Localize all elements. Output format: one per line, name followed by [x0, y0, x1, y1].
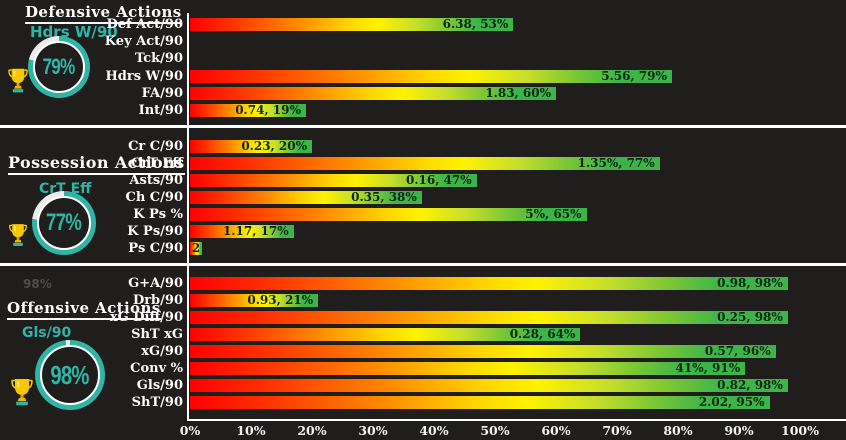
x-axis-tick: 70%	[602, 423, 632, 438]
metric-label: G+A/90	[128, 276, 183, 291]
percentile-bar: 6.38, 53%	[190, 18, 514, 31]
bar-value-label: 41%, 91%	[675, 362, 741, 375]
bar-value-label: 1.83, 60%	[485, 87, 551, 100]
x-axis-tick: 60%	[541, 423, 571, 438]
gauge-percent-text: 98%	[50, 359, 90, 390]
metric-label: Gls/90	[136, 378, 183, 393]
percentile-bar: 2.02, 95%	[190, 396, 770, 409]
metric-label: Drb/90	[132, 293, 183, 308]
metric-label: Ch C/90	[125, 190, 183, 205]
bar-value-label: 5%, 65%	[525, 208, 582, 221]
bar-value-label: 2	[191, 242, 201, 255]
bar-value-label: 0.16, 47%	[406, 174, 472, 187]
metric-label: xG/90	[141, 344, 183, 359]
percentile-gauge: 79%	[28, 36, 90, 98]
x-axis-tick: 100%	[781, 423, 819, 438]
metric-label: Cr C/90	[128, 139, 183, 154]
percentile-bar: 0.28, 64%	[190, 328, 581, 341]
section-divider	[0, 125, 846, 128]
x-axis-line	[187, 419, 846, 421]
bar-value-label: 0.23, 20%	[241, 140, 307, 153]
percentile-bar: 0.74, 19%	[190, 104, 306, 117]
metric-label: FA/90	[141, 86, 183, 101]
metric-label: Def Act/90	[106, 17, 183, 32]
gauge-percent-text: 79%	[42, 54, 76, 79]
x-axis-tick: 90%	[724, 423, 754, 438]
x-axis-tick: 0%	[179, 423, 201, 438]
x-axis-tick: 80%	[663, 423, 693, 438]
bar-value-label: 0.57, 96%	[704, 345, 771, 358]
bar-value-label: 0.25, 98%	[717, 311, 783, 324]
percentile-bar: 0.16, 47%	[190, 174, 477, 187]
metric-label: Asts/90	[129, 173, 183, 188]
gauge-center: 98%	[40, 345, 100, 405]
bar-value-label: 1.35%, 77%	[577, 157, 655, 170]
y-axis-line	[187, 13, 189, 420]
metric-label: Conv %	[130, 361, 183, 376]
bar-value-label: 6.38, 53%	[442, 18, 509, 31]
percentile-bar: 5.56, 79%	[190, 70, 672, 83]
metric-label: Key Act/90	[104, 34, 183, 49]
x-axis-tick: 10%	[236, 423, 266, 438]
best-metric-label: Gls/90	[22, 325, 72, 341]
trophy-icon	[8, 68, 28, 93]
gauge-center: 77%	[37, 196, 91, 250]
bar-value-label: 2.02, 95%	[698, 396, 765, 409]
trophy-icon	[8, 224, 28, 246]
percentile-bar: 0.57, 96%	[190, 345, 776, 358]
percentile-bar: 1.17, 17%	[190, 225, 294, 238]
percentile-gauge: 98%	[35, 340, 105, 410]
section-divider	[0, 263, 846, 266]
section-title-possession: Possession Actions	[8, 153, 185, 175]
bar-value-label: 0.82, 98%	[717, 379, 783, 392]
metric-label: Tck/90	[135, 51, 183, 66]
trophy-icon	[11, 379, 33, 406]
bar-value-label: 0.35, 38%	[351, 191, 417, 204]
x-axis-tick: 30%	[358, 423, 388, 438]
bar-value-label: 0.28, 64%	[509, 328, 576, 341]
metric-label: Hdrs W/90	[105, 69, 183, 84]
percentile-bar: 0.93, 21%	[190, 294, 319, 307]
percentile-bar: 1.35%, 77%	[190, 157, 660, 170]
bar-value-label: 0.93, 21%	[247, 294, 314, 307]
metric-label: Int/90	[138, 103, 183, 118]
bar-value-label: 0.74, 19%	[235, 104, 301, 117]
percentile-note: 98%	[23, 277, 52, 291]
percentile-bar: 5%, 65%	[190, 208, 587, 221]
metric-label: ShT xG	[131, 327, 183, 342]
percentile-gauge: 77%	[32, 191, 96, 255]
metric-label: K Ps/90	[127, 224, 183, 239]
x-axis-tick: 40%	[419, 423, 449, 438]
x-axis-tick: 20%	[297, 423, 327, 438]
percentile-bar: 2	[190, 242, 203, 255]
percentile-bar: 0.35, 38%	[190, 191, 422, 204]
metric-label: K Ps %	[133, 207, 183, 222]
percentile-bar: 41%, 91%	[190, 362, 746, 375]
section-title-defensive: Defensive Actions	[25, 3, 182, 24]
section-title-offensive: Offensive Actions	[7, 299, 161, 320]
bar-value-label: 1.17, 17%	[223, 225, 289, 238]
percentile-bar: 0.82, 98%	[190, 379, 788, 392]
x-axis-tick: 50%	[480, 423, 510, 438]
percentile-bar: 0.23, 20%	[190, 140, 312, 153]
bar-value-label: 0.98, 98%	[717, 277, 783, 290]
percentile-bar: 1.83, 60%	[190, 87, 556, 100]
metric-label: CrT Eff	[131, 156, 183, 171]
gauge-percent-text: 77%	[46, 209, 82, 236]
metric-label: Ps C/90	[128, 241, 183, 256]
metric-label: xG Diff/90	[109, 310, 183, 325]
gauge-center: 79%	[33, 41, 85, 93]
percentile-bar: 0.25, 98%	[190, 311, 788, 324]
metric-label: ShT/90	[131, 395, 183, 410]
bar-value-label: 5.56, 79%	[601, 70, 667, 83]
percentile-bar: 0.98, 98%	[190, 277, 788, 290]
